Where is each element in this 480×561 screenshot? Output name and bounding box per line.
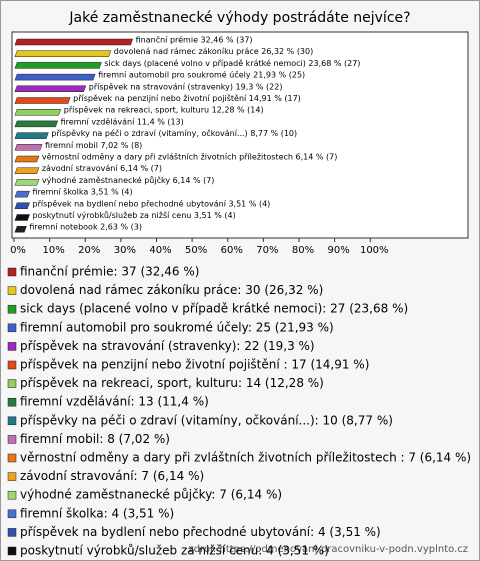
- x-tick-label: 60%: [221, 245, 243, 256]
- x-tick-label: 0%: [10, 245, 26, 256]
- legend-label: firemní automobil pro soukromé účely: 25…: [20, 320, 334, 334]
- x-tick-label: 30%: [114, 245, 136, 256]
- bar-label: firemní mobil 7,02 % (8): [45, 141, 142, 150]
- legend-label: sick days (placené volno v případě krátk…: [20, 302, 408, 316]
- bar: [14, 202, 30, 210]
- legend-label: závodní stravování: 7 (6,14 %): [20, 469, 204, 483]
- bar-label: dovolená nad rámec zákoníku práce 26,32 …: [114, 47, 313, 56]
- bar: [14, 167, 40, 174]
- legend-swatch: [7, 286, 17, 295]
- x-tick-label: 70%: [256, 245, 278, 256]
- legend-swatch: [7, 397, 17, 407]
- legend-label: finanční prémie: 37 (32,46 %): [20, 265, 199, 279]
- bar-label: finanční prémie 32,46 % (37): [136, 35, 253, 45]
- bar-label: příspěvek na rekreaci, sport, kulturu 12…: [64, 106, 264, 115]
- bar-label: závodní stravování 6,14 % (7): [42, 164, 162, 173]
- legend-label: firemní mobil: 8 (7,02 %): [20, 432, 170, 446]
- x-tick-label: 20%: [78, 245, 100, 256]
- bar: [14, 144, 43, 151]
- bar: [14, 214, 30, 221]
- legend-label: příspěvek na rekreaci, sport, kulturu: 1…: [20, 376, 324, 390]
- bar-label: příspěvky na péči o zdraví (vitamíny, oč…: [51, 128, 297, 138]
- x-tick-label: 80%: [292, 245, 314, 256]
- x-tick-label: 90%: [328, 245, 350, 256]
- legend-label: příspěvek na bydlení nebo přechodné ubyt…: [20, 525, 381, 539]
- x-tick-label: 10%: [43, 245, 65, 256]
- legend-swatch: [7, 360, 17, 370]
- x-tick-label: 40%: [149, 245, 171, 256]
- chart-title: Jaké zaměstnanecké výhody postrádáte nej…: [68, 10, 410, 26]
- source: zdroj: https://odmenovani-pracovniku-v-p…: [189, 544, 468, 555]
- legend-swatch: [7, 490, 17, 500]
- bar: [14, 62, 102, 69]
- legend-swatch: [7, 323, 17, 333]
- legend-swatch: [7, 509, 17, 519]
- bar-label: firemní automobil pro soukromé účely 21,…: [98, 70, 305, 80]
- legend-label: dovolená nad rámec zákoníku práce: 30 (2…: [20, 283, 323, 297]
- bar: [14, 120, 59, 128]
- bar-label: sick days (placené volno v případě krátk…: [104, 58, 360, 68]
- legend-swatch: [7, 416, 17, 426]
- bar: [14, 108, 62, 116]
- legend-swatch: [7, 546, 17, 556]
- bar-label: firemní školka 3,51 % (4): [33, 187, 133, 197]
- legend-label: výhodné zaměstnanecké půjčky: 7 (6,14 %): [20, 488, 282, 502]
- bar: [14, 225, 27, 233]
- legend-label: příspěvky na péči o zdraví (vitamíny, oč…: [20, 413, 393, 427]
- bar: [14, 155, 40, 163]
- legend-swatch: [7, 453, 17, 463]
- legend-label: firemní školka: 4 (3,51 %): [20, 506, 174, 520]
- legend-label: firemní vzdělávání: 13 (11,4 %): [20, 395, 209, 409]
- x-tick-label: 50%: [185, 245, 207, 256]
- legend-swatch: [7, 342, 17, 351]
- bar-label: firemní vzdělávání 11,4 % (13): [61, 117, 184, 126]
- legend-label: věrnostní odměny a dary při zvláštních ž…: [20, 451, 471, 465]
- bar: [14, 85, 87, 93]
- legend-label: příspěvek na stravování (stravenky): 22 …: [20, 339, 315, 353]
- bar-label: příspěvek na bydlení nebo přechodné ubyt…: [33, 198, 271, 208]
- legend-label: příspěvek na penzijní nebo životní pojiš…: [20, 358, 369, 372]
- legend-swatch: [7, 304, 17, 314]
- legend-swatch: [7, 472, 17, 481]
- bar: [14, 50, 112, 57]
- bar: [14, 38, 134, 46]
- legend-swatch: [7, 435, 17, 444]
- bar: [14, 132, 49, 139]
- bar-label: poskytnutí výrobků/služeb za nižší cenu …: [33, 210, 236, 220]
- bar-label: příspěvek na penzijní nebo životní pojiš…: [73, 93, 301, 103]
- bar-label: výhodné zaměstnanecké půjčky 6,14 % (7): [42, 175, 215, 185]
- bar: [14, 73, 96, 81]
- bar-label: příspěvek na stravování (stravenky) 19,3…: [89, 82, 283, 91]
- legend-swatch: [7, 528, 17, 537]
- legend-swatch: [7, 379, 17, 388]
- bar: [14, 97, 71, 104]
- legend-label: poskytnutí výrobků/služeb za nižší cenu:…: [20, 544, 329, 558]
- legend-swatch: [7, 267, 17, 277]
- bar-label: firemní notebook 2,63 % (3): [29, 223, 142, 232]
- x-tick-label: 100%: [360, 245, 389, 256]
- bar-label: věrnostní odměny a dary při zvláštních ž…: [42, 152, 338, 162]
- bar: [14, 179, 40, 186]
- bar: [14, 190, 30, 198]
